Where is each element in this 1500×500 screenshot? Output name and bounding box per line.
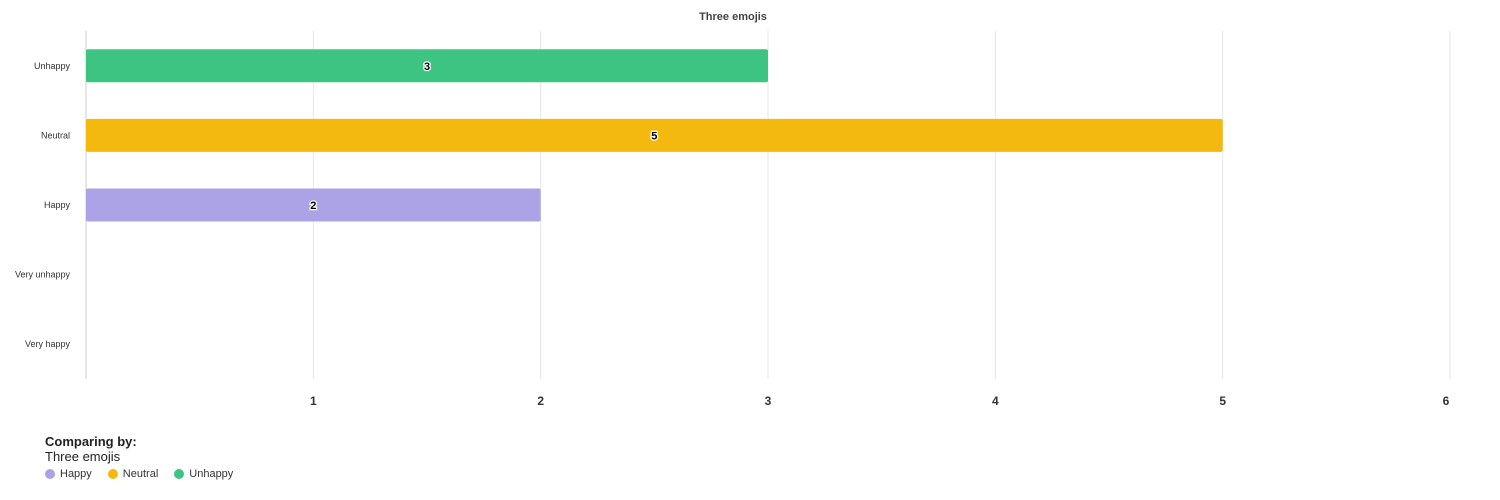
category-label-happy: Happy [44, 200, 71, 210]
legend-item-neutral[interactable]: Neutral [107, 468, 159, 480]
bars [86, 49, 1223, 222]
x-tick-label-5: 5 [1219, 394, 1226, 408]
category-label-very-happy: Very happy [25, 339, 71, 349]
x-tick-label-1: 1 [310, 394, 317, 408]
data-label-happy: 2 [310, 200, 316, 212]
chart-title: Three emojis [699, 11, 767, 23]
bar-chart: Three emojis Unhappy Neutral Happy Very unh… [15, 11, 1451, 408]
x-tick-label-2: 2 [537, 394, 544, 408]
data-label-unhappy: 3 [424, 61, 430, 73]
bar-happy [86, 188, 541, 222]
category-label-neutral: Neutral [41, 130, 70, 140]
legend-swatch-neutral [107, 469, 118, 479]
legend-label-unhappy: Unhappy [189, 468, 234, 480]
legend-heading: Comparing by: [45, 434, 137, 449]
category-label-unhappy: Unhappy [34, 61, 71, 71]
legend-item-unhappy[interactable]: Unhappy [174, 468, 233, 480]
data-label-neutral: 5 [651, 130, 657, 142]
category-label-very-unhappy: Very unhappy [15, 270, 71, 280]
gridlines [85, 31, 1451, 379]
legend-items: Happy Neutral Unhappy [45, 468, 645, 480]
bar-unhappy [86, 49, 768, 83]
x-tick-label-6: 6 [1443, 394, 1450, 408]
legend: Comparing by: Three emojis Happy Neutral… [45, 434, 645, 480]
category-labels: Unhappy Neutral Happy Very unhappy Very happ… [15, 61, 71, 349]
legend-subtitle: Three emojis [45, 449, 121, 464]
data-labels: 3 5 2 [309, 60, 659, 214]
x-axis-ticks: 1 2 3 4 5 6 [310, 394, 1450, 408]
legend-swatch-unhappy [174, 469, 185, 479]
legend-item-happy[interactable]: Happy [45, 468, 92, 480]
legend-swatch-happy [45, 469, 55, 479]
legend-label-happy: Happy [60, 468, 92, 480]
x-tick-label-3: 3 [765, 394, 772, 408]
bar-neutral [86, 118, 1223, 152]
legend-label-neutral: Neutral [122, 468, 159, 480]
x-tick-label-4: 4 [992, 394, 999, 408]
